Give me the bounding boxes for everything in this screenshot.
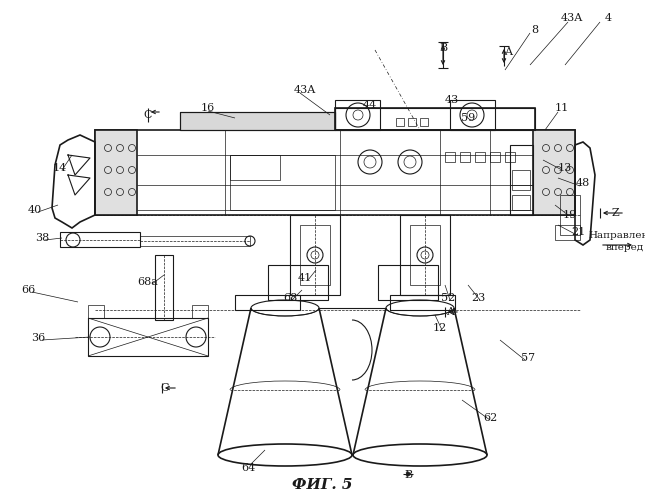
Text: B: B [404,470,412,480]
Text: 43: 43 [445,95,459,105]
Bar [555,225,580,240]
Text: вперед: вперед [606,244,644,252]
Text: ФИГ. 5: ФИГ. 5 [292,478,352,492]
Bar [335,100,380,130]
Bar [335,108,535,130]
Bar [420,118,428,126]
Text: 16: 16 [201,103,215,113]
Bar [180,112,335,130]
Text: 36: 36 [31,333,45,343]
Text: Направление: Направление [588,230,645,239]
Bar [180,112,335,130]
Text: 14: 14 [53,163,67,173]
Text: 43A: 43A [294,85,316,95]
Bar [533,130,575,215]
Bar [560,195,580,235]
Text: 19: 19 [563,210,577,220]
Text: C: C [144,110,152,120]
Text: 4: 4 [604,13,611,23]
Bar [505,152,515,162]
Text: 57: 57 [521,353,535,363]
Bar [155,255,173,320]
Bar [378,265,438,300]
Bar [268,265,328,300]
Bar [300,225,330,285]
Text: 21: 21 [571,227,585,237]
Bar [450,100,495,130]
Text: 13: 13 [558,163,572,173]
Text: 12: 12 [433,323,447,333]
Bar [88,305,104,318]
Text: 62: 62 [483,413,497,423]
Text: 23: 23 [471,293,485,303]
Text: 68a: 68a [137,277,159,287]
Text: 38: 38 [35,233,49,243]
Text: 41: 41 [298,273,312,283]
Bar [140,236,250,246]
Text: 43A: 43A [561,13,583,23]
Bar [490,152,500,162]
Bar [510,145,533,215]
Bar [460,152,470,162]
Bar [230,155,280,180]
Bar [235,295,300,310]
Bar [475,152,485,162]
Text: 59: 59 [461,113,475,123]
Bar [60,232,140,247]
Text: 48: 48 [576,178,590,188]
Text: C: C [161,383,169,393]
Bar [290,215,340,295]
Text: 8: 8 [531,25,539,35]
Bar [192,305,208,318]
Text: A: A [504,47,512,57]
Text: 11: 11 [555,103,569,113]
Bar [230,155,335,210]
Text: 66: 66 [21,285,35,295]
Text: 40: 40 [28,205,42,215]
Bar [95,130,575,215]
Bar [512,170,530,190]
Bar [445,152,455,162]
Text: 68: 68 [283,293,297,303]
Text: A: A [446,307,454,317]
Text: Z: Z [611,208,619,218]
Bar [335,108,535,130]
Bar [88,318,208,356]
Bar [400,215,450,295]
Bar [95,130,137,215]
Text: 44: 44 [363,100,377,110]
Text: 52: 52 [441,293,455,303]
Bar [410,225,440,285]
Bar [408,118,416,126]
Bar [512,195,530,210]
Bar [396,118,404,126]
Text: B: B [439,43,447,53]
Bar [390,295,455,310]
Text: 64: 64 [241,463,255,473]
